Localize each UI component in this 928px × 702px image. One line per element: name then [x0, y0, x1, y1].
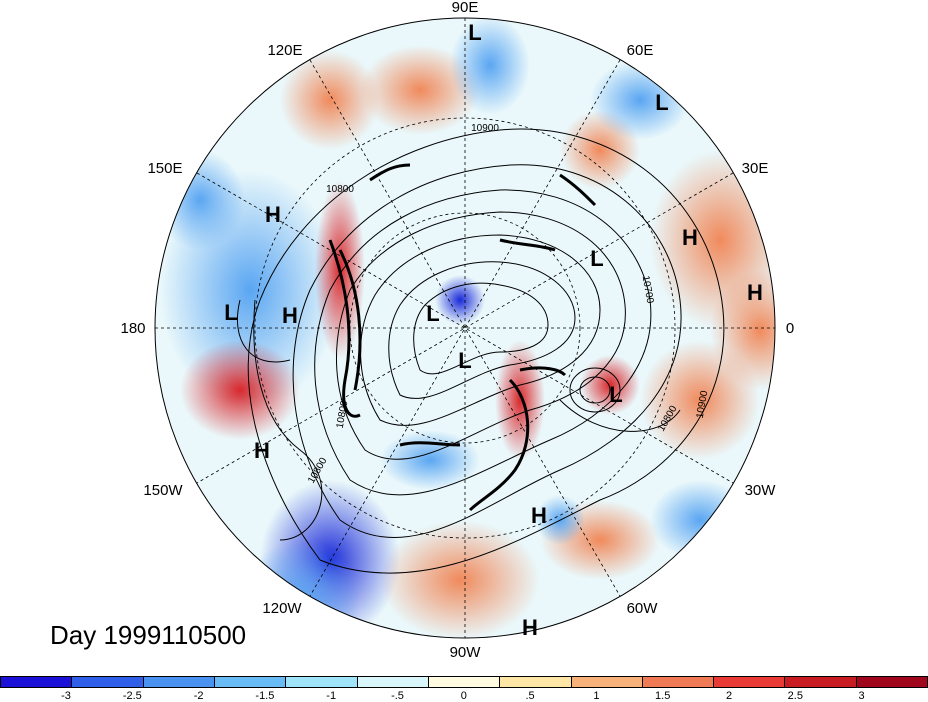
high-center: H [522, 615, 538, 640]
colorbar-swatch [642, 677, 715, 687]
colorbar-swatch [571, 677, 643, 687]
low-center: L [458, 348, 471, 373]
colorbar-swatch [785, 677, 857, 687]
lon-label-0: 0 [786, 320, 794, 337]
map-grid [155, 18, 775, 638]
colorbar-swatch [714, 677, 786, 687]
lon-label-30w: 30W [745, 482, 777, 499]
day-title: Day 1999110500 [50, 620, 247, 650]
lon-label-60e: 60E [627, 42, 654, 59]
lon-label-30e: 30E [742, 160, 769, 177]
polar-map: 90E 60E 30E 0 30W 60W 90W 120W 150W 180 … [120, 0, 794, 661]
colorbar-tick-label: -1.5 [255, 690, 275, 702]
contour-label: 10800 [335, 399, 351, 429]
colorbar-swatch [143, 677, 215, 687]
lon-label-120w: 120W [262, 600, 302, 617]
colorbar-ticks: -3 -2.5 -2 -1.5 -1 -.5 0 .5 1 1.5 2 2.5 3 [0, 690, 928, 702]
high-center: H [747, 280, 763, 305]
colorbar-tick-label: 1.5 [655, 690, 671, 702]
high-center: H [282, 303, 298, 328]
colorbar-swatch [1, 677, 73, 687]
pressure-centers: L L H L H L H L H H L L H H [224, 20, 763, 640]
lon-label-90w: 90W [450, 644, 482, 661]
contour-label: 10900 [695, 389, 711, 419]
colorbar-tick-label: -2.5 [122, 690, 142, 702]
colorbar-tick-label: 2 [725, 690, 733, 702]
lon-label-180: 180 [120, 320, 145, 337]
height-contours [236, 128, 725, 574]
contour-label: 10900 [471, 123, 499, 134]
colorbar-tick-label: -.5 [391, 690, 404, 702]
lon-label-90e: 90E [452, 0, 479, 16]
map-boundary [154, 17, 776, 639]
colorbar-swatch [72, 677, 144, 687]
colorbar [0, 676, 928, 688]
lon-label-150w: 150W [143, 482, 183, 499]
colorbar-tick-label: -2 [193, 690, 204, 702]
colorbar-swatch [500, 677, 572, 687]
anomaly-field [155, 18, 775, 638]
low-center: L [609, 382, 622, 407]
high-center: H [531, 503, 547, 528]
longitude-labels: 90E 60E 30E 0 30W 60W 90W 120W 150W 180 … [120, 0, 794, 661]
low-center: L [426, 301, 439, 326]
lon-label-120e: 120E [267, 42, 302, 59]
contour-label: 10700 [640, 275, 656, 305]
contour-label: 10800 [326, 184, 354, 195]
lon-label-150e: 150E [147, 160, 182, 177]
jet-contours [328, 163, 597, 512]
high-center: H [682, 225, 698, 250]
high-center: H [254, 438, 270, 463]
colorbar-tick-label: -1 [326, 690, 337, 702]
colorbar-tick-label: 1 [593, 690, 600, 702]
lon-label-60w: 60W [627, 600, 659, 617]
colorbar-swatch [214, 677, 287, 687]
low-center: L [590, 246, 603, 271]
colorbar-tick-label: 0 [460, 690, 467, 702]
colorbar-swatch [357, 677, 429, 687]
colorbar-tick-label: 3 [858, 690, 865, 702]
colorbar-tick-label: -3 [61, 690, 71, 702]
colorbar-tick-label: 2.5 [787, 690, 803, 702]
low-center: L [655, 90, 668, 115]
colorbar-tick-label: .5 [525, 690, 535, 702]
low-center: L [224, 300, 237, 325]
high-center: H [265, 202, 281, 227]
low-center: L [468, 20, 481, 45]
colorbar-swatch [286, 677, 358, 687]
colorbar-swatch [856, 677, 928, 687]
colorbar-swatch [428, 677, 501, 687]
